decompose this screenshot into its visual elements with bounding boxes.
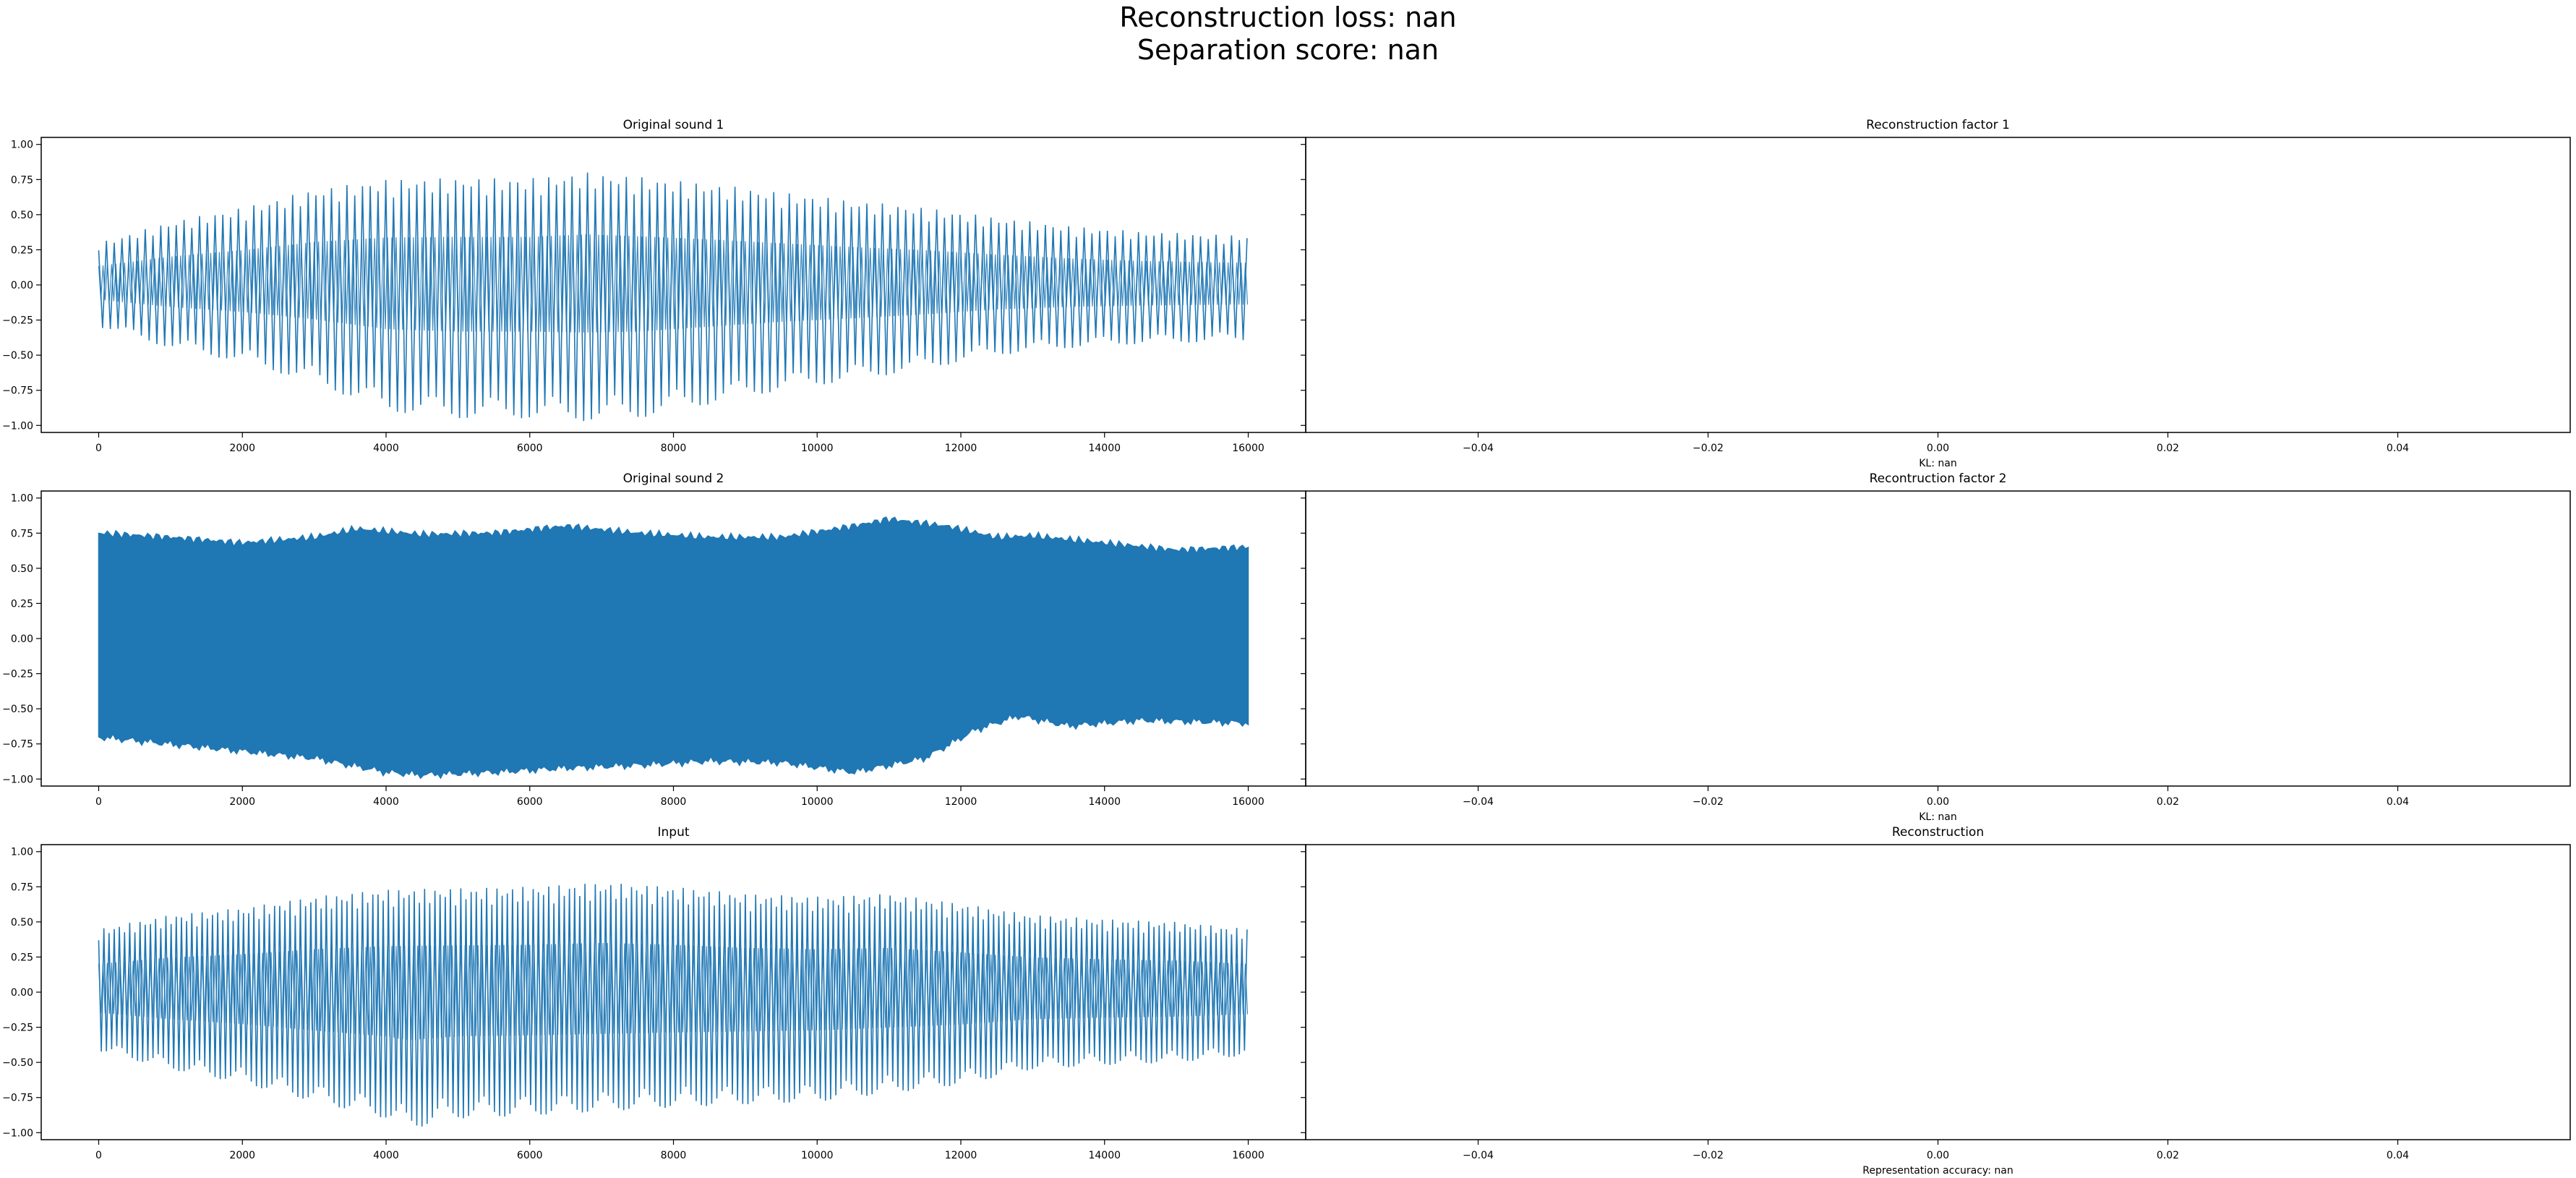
subplot-title: Input [657, 825, 689, 840]
x-tick-label: −0.04 [1463, 1150, 1494, 1161]
y-tick-label: −1.00 [2, 1127, 33, 1139]
x-tick-label: 16000 [1232, 443, 1265, 454]
x-tick-label: 12000 [945, 796, 977, 808]
y-tick-label: −0.50 [2, 1057, 33, 1069]
y-tick-label: 0.50 [11, 563, 33, 575]
x-tick-label: 8000 [661, 1150, 687, 1161]
x-tick-label: 14000 [1088, 796, 1121, 808]
figure-suptitle: Reconstruction loss: nan Separation scor… [0, 1, 2576, 67]
y-tick-label: −0.50 [2, 704, 33, 715]
x-tick-label: 2000 [229, 443, 255, 454]
subplot-6: Reconstruction −0.04 −0.02 0.00 0.02 0.04 Repr… [1301, 825, 2571, 1177]
x-axis-label: Representation accuracy: nan [1862, 1165, 2013, 1177]
waveform-inner-series [98, 942, 1249, 1041]
subplot-1: Original sound 1 0 2000 4000 6000 8000 10000 12… [2, 118, 1306, 454]
x-tick-label: 10000 [801, 443, 834, 454]
y-tick-label: −1.00 [2, 420, 33, 432]
x-tick-label: 2000 [229, 796, 255, 808]
x-tick-label: 12000 [945, 1150, 977, 1161]
subplot-4: Recontruction factor 2 −0.04 −0.02 0.00 0.02… [1301, 471, 2571, 823]
x-tick-label: 14000 [1088, 1150, 1121, 1161]
x-tick-label: 8000 [661, 796, 687, 808]
waveform-series [98, 516, 1249, 780]
x-tick-label: 0 [95, 1150, 102, 1161]
x-tick-label: 4000 [373, 796, 399, 808]
axes-frame [1305, 137, 2571, 433]
y-tick-label: −0.75 [2, 1093, 33, 1104]
x-tick-label: 4000 [373, 443, 399, 454]
subplot-5: Input 0 2000 4000 6000 8000 10000 12000 14000 160… [2, 825, 1306, 1161]
subplot-title: Reconstruction factor 1 [1866, 118, 2010, 132]
x-tick-label: 6000 [517, 443, 543, 454]
y-tick-label: −0.25 [2, 315, 33, 327]
y-tick-label: −0.25 [2, 1023, 33, 1034]
subplot-title: Original sound 2 [623, 471, 724, 486]
y-tick-label: 0.00 [11, 633, 33, 645]
x-tick-label: 6000 [517, 1150, 543, 1161]
x-tick-label: 0.04 [2387, 1150, 2409, 1161]
waveform-inner-series [98, 234, 1249, 333]
x-tick-label: 0.00 [1927, 1150, 1949, 1161]
x-tick-label: 16000 [1232, 796, 1265, 808]
y-tick-label: −0.25 [2, 669, 33, 680]
x-tick-label: 0 [95, 443, 102, 454]
x-tick-label: 10000 [801, 796, 834, 808]
x-axis-label: KL: nan [1919, 458, 1956, 469]
y-tick-label: 0.75 [11, 528, 33, 539]
x-axis-label: KL: nan [1919, 811, 1956, 823]
y-tick-label: −0.75 [2, 739, 33, 751]
y-tick-label: −0.50 [2, 350, 33, 362]
axes-frame [1305, 490, 2571, 787]
x-tick-label: 0.02 [2157, 796, 2179, 808]
x-tick-label: 14000 [1088, 443, 1121, 454]
y-tick-label: 0.75 [11, 174, 33, 186]
subplot-2: Reconstruction factor 1 −0.04 −0.02 0.00 0.0… [1301, 118, 2571, 469]
y-tick-label: 1.00 [11, 847, 33, 858]
suptitle-line-1: Reconstruction loss: nan [1119, 1, 1457, 33]
subplot-3: Original sound 2 0 2000 4000 6000 8000 10000 12… [2, 471, 1306, 808]
waveform-series [98, 884, 1248, 1127]
subplot-title: Original sound 1 [623, 118, 724, 132]
x-tick-label: 4000 [373, 1150, 399, 1161]
x-tick-label: 16000 [1232, 1150, 1265, 1161]
x-tick-label: 0.04 [2387, 443, 2409, 454]
subplot-title: Reconstruction [1892, 825, 1984, 840]
x-tick-label: −0.02 [1693, 1150, 1724, 1161]
axes-frame [1305, 844, 2571, 1140]
x-tick-label: −0.02 [1693, 796, 1724, 808]
x-tick-label: 0.02 [2157, 443, 2179, 454]
y-tick-label: −1.00 [2, 774, 33, 785]
x-tick-label: −0.04 [1463, 443, 1494, 454]
y-tick-label: 0.00 [11, 987, 33, 999]
y-tick-label: 0.75 [11, 882, 33, 893]
x-tick-label: 10000 [801, 1150, 834, 1161]
x-tick-label: 2000 [229, 1150, 255, 1161]
y-tick-label: 0.50 [11, 210, 33, 221]
y-tick-label: 0.25 [11, 598, 33, 610]
suptitle-line-2: Separation score: nan [1137, 34, 1439, 66]
x-tick-label: 0.00 [1927, 796, 1949, 808]
x-tick-label: 0.00 [1927, 443, 1949, 454]
x-tick-label: 0 [95, 796, 102, 808]
y-tick-label: 0.50 [11, 917, 33, 929]
y-tick-label: 0.25 [11, 244, 33, 256]
x-tick-label: 6000 [517, 796, 543, 808]
x-tick-label: 8000 [661, 443, 687, 454]
y-tick-label: 0.25 [11, 952, 33, 963]
x-tick-label: −0.04 [1463, 796, 1494, 808]
x-tick-label: 0.02 [2157, 1150, 2179, 1161]
x-tick-label: 12000 [945, 443, 977, 454]
y-tick-label: 1.00 [11, 493, 33, 505]
y-tick-label: −0.75 [2, 385, 33, 397]
x-tick-label: −0.02 [1693, 443, 1724, 454]
x-tick-label: 0.04 [2387, 796, 2409, 808]
subplot-title: Recontruction factor 2 [1870, 471, 2007, 486]
y-tick-label: 0.00 [11, 280, 33, 291]
y-tick-label: 1.00 [11, 140, 33, 151]
